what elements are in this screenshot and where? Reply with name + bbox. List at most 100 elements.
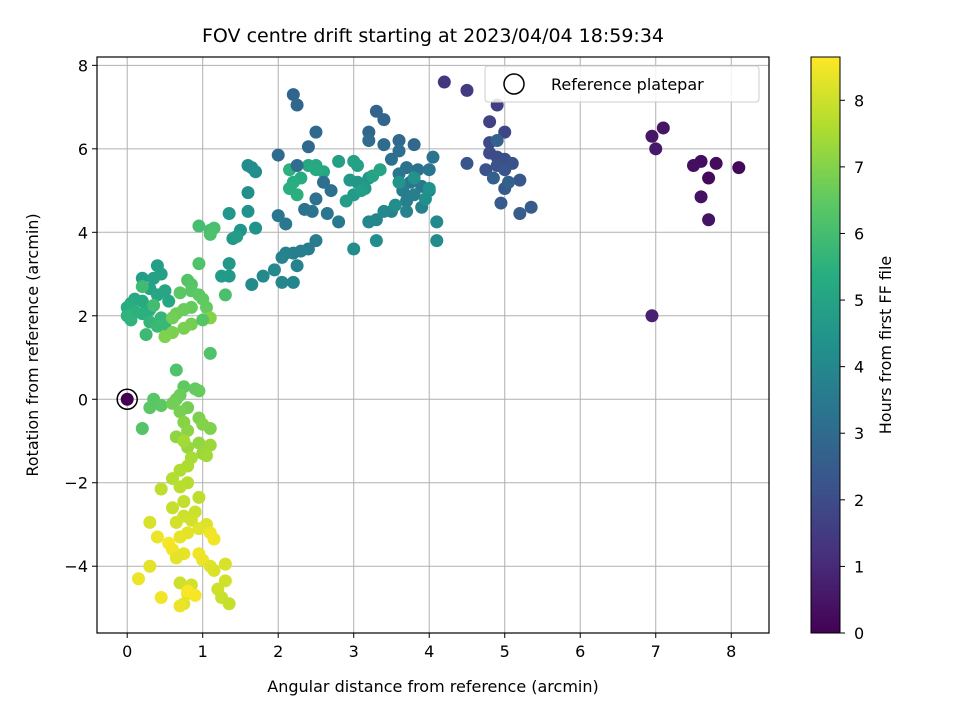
colorbar-ticks: 0 1 2 3 4 5 6 7 8 [840, 91, 864, 643]
data-point [437, 75, 451, 89]
data-point [192, 490, 206, 504]
data-point [124, 313, 138, 327]
data-point [392, 144, 406, 158]
y-tick-label: 8 [78, 56, 88, 75]
data-point [347, 154, 361, 168]
data-point [373, 163, 387, 177]
data-point [245, 277, 259, 291]
data-point [407, 171, 421, 185]
data-point [483, 115, 497, 129]
data-point [332, 215, 346, 229]
data-point [192, 522, 206, 536]
data-point [177, 495, 191, 509]
data-point [166, 472, 180, 486]
data-point [215, 269, 229, 283]
data-point [362, 133, 376, 147]
x-tick-label: 8 [726, 642, 736, 661]
data-point [317, 175, 331, 189]
x-axis-label: Angular distance from reference (arcmin) [267, 677, 598, 696]
colorbar-tick-label: 1 [854, 557, 864, 576]
data-point [135, 294, 149, 308]
data-point [218, 288, 232, 302]
data-point [694, 190, 708, 204]
data-point [192, 219, 206, 233]
data-point [332, 154, 346, 168]
data-point [222, 257, 236, 271]
data-point [400, 204, 414, 218]
data-point [502, 175, 516, 189]
data-point [135, 280, 149, 294]
data-point [256, 269, 270, 283]
data-point [241, 186, 255, 200]
data-point [649, 142, 663, 156]
x-tick-label: 0 [122, 642, 132, 661]
data-point [166, 501, 180, 515]
data-point [339, 194, 353, 208]
data-point [241, 204, 255, 218]
data-point [154, 591, 168, 605]
data-point [702, 171, 716, 185]
data-point [392, 175, 406, 189]
colorbar-tick-label: 7 [854, 158, 864, 177]
reference-platepar-marker [116, 388, 138, 411]
data-point [203, 346, 217, 360]
data-point [139, 328, 153, 342]
data-point [271, 209, 285, 223]
data-point [184, 513, 198, 527]
x-tick-label: 2 [273, 642, 283, 661]
data-point [147, 298, 161, 312]
data-point [290, 98, 304, 112]
data-point [199, 449, 213, 463]
y-axis-label: Rotation from reference (arcmin) [23, 213, 42, 476]
data-point [177, 321, 191, 335]
data-point [498, 125, 512, 139]
data-point [177, 434, 191, 448]
colorbar-tick-label: 3 [854, 424, 864, 443]
data-point [196, 313, 210, 327]
y-tick-label: −4 [64, 557, 88, 576]
data-point [207, 563, 221, 577]
data-point [173, 286, 187, 300]
data-point [645, 129, 659, 143]
data-point [498, 163, 512, 177]
data-point [222, 597, 236, 611]
x-tick-label: 4 [424, 642, 434, 661]
data-point [249, 165, 263, 179]
colorbar-tick-label: 2 [854, 491, 864, 510]
data-point [656, 121, 670, 135]
data-point [150, 530, 164, 544]
data-point [392, 133, 406, 147]
data-point [166, 396, 180, 410]
data-point [400, 194, 414, 208]
y-tick-label: −2 [64, 474, 88, 493]
data-point [290, 259, 304, 273]
data-point [460, 83, 474, 97]
data-point [286, 275, 300, 289]
data-point [154, 482, 168, 496]
data-point [196, 417, 210, 431]
legend-entry-reference: Reference platepar [551, 75, 704, 94]
data-point [222, 207, 236, 221]
data-point [377, 204, 391, 218]
data-point [143, 559, 157, 573]
x-tick-label: 6 [575, 642, 585, 661]
data-point [173, 480, 187, 494]
legend-marker-reference [503, 73, 525, 95]
data-point [388, 198, 402, 212]
data-point [192, 384, 206, 398]
data-point [490, 133, 504, 147]
data-point [166, 311, 180, 325]
data-point [275, 275, 289, 289]
data-point [513, 173, 527, 187]
colorbar-tick-label: 4 [854, 358, 864, 377]
legend: Reference platepar [484, 65, 760, 103]
data-point [430, 234, 444, 248]
data-point [494, 196, 508, 210]
colorbar: 0 1 2 3 4 5 6 7 8 Hours from first FF file [810, 56, 895, 643]
data-point [162, 294, 176, 308]
x-tick-label: 7 [651, 642, 661, 661]
data-point [169, 551, 183, 565]
data-point [192, 257, 206, 271]
data-point [199, 300, 213, 314]
